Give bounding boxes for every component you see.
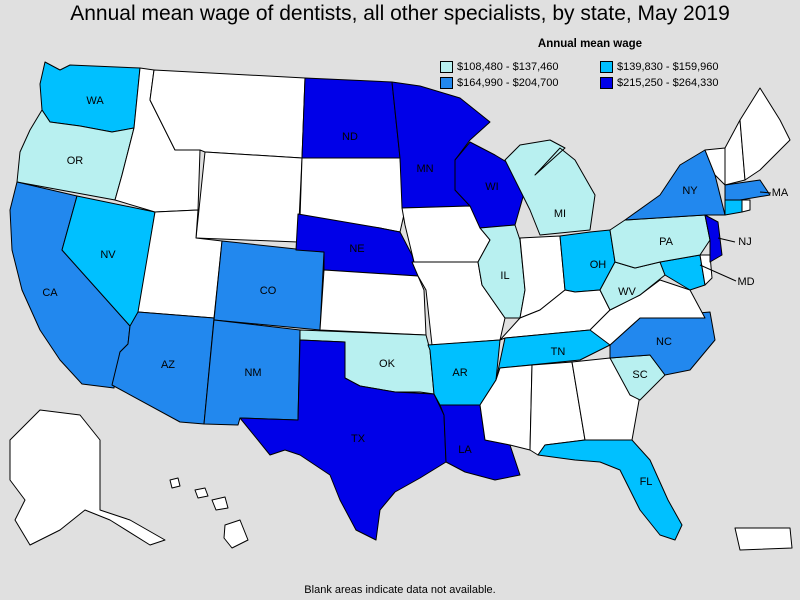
state-fl[interactable] — [537, 439, 683, 541]
label-tn: TN — [551, 346, 566, 358]
legend-swatch — [600, 61, 613, 73]
label-ne: NE — [349, 243, 364, 255]
label-tx: TX — [351, 433, 366, 445]
label-ar: AR — [452, 367, 467, 379]
state-hi[interactable] — [169, 477, 249, 549]
label-ok: OK — [379, 358, 396, 370]
legend-item: $215,250 - $264,330 — [600, 76, 760, 90]
label-nv: NV — [100, 249, 116, 261]
legend-title: Annual mean wage — [537, 38, 643, 50]
legend-range-3: $164,990 - $204,700 — [457, 77, 559, 89]
label-or: OR — [67, 155, 84, 167]
label-mn: MN — [416, 163, 433, 175]
label-la: LA — [458, 444, 472, 456]
state-ma[interactable] — [724, 179, 771, 201]
state-de[interactable] — [699, 254, 713, 286]
state-ri[interactable] — [741, 199, 751, 213]
label-fl: FL — [640, 476, 653, 488]
legend-item: $108,480 - $137,460 — [440, 60, 600, 74]
state-ak[interactable] — [9, 409, 166, 546]
legend-swatch — [600, 77, 613, 89]
label-ca: CA — [42, 287, 58, 299]
state-mt[interactable] — [149, 69, 306, 159]
legend: Annual mean wage $108,480 - $137,460 $13… — [440, 38, 770, 90]
legend-item: $139,830 - $159,960 — [600, 60, 760, 74]
label-wv: WV — [618, 286, 636, 298]
label-mi: MI — [554, 208, 566, 220]
state-tx[interactable] — [239, 339, 447, 541]
state-me[interactable] — [739, 87, 791, 181]
label-nj: NJ — [738, 236, 751, 248]
footnote: Blank areas indicate data not available. — [304, 584, 496, 596]
label-ny: NY — [682, 185, 698, 197]
map-title: Annual mean wage of dentists, all other … — [70, 2, 730, 25]
label-il: IL — [500, 270, 509, 282]
label-co: CO — [260, 285, 277, 297]
legend-swatch — [440, 61, 453, 73]
legend-range-4: $215,250 - $264,330 — [617, 77, 719, 89]
legend-item: $164,990 - $204,700 — [440, 76, 600, 90]
state-ks[interactable] — [319, 269, 427, 336]
state-il[interactable] — [477, 224, 526, 319]
label-wi: WI — [485, 181, 498, 193]
label-wa: WA — [86, 95, 104, 107]
label-az: AZ — [161, 359, 175, 371]
label-sc: SC — [632, 369, 647, 381]
state-ct[interactable] — [724, 199, 743, 216]
legend-range-2: $139,830 - $159,960 — [617, 61, 719, 73]
label-nc: NC — [656, 336, 672, 348]
state-nd[interactable] — [301, 77, 401, 159]
label-oh: OH — [590, 259, 607, 271]
label-ma: MA — [772, 187, 789, 199]
state-mi[interactable] — [504, 139, 596, 236]
state-nj[interactable] — [704, 214, 723, 263]
label-pa: PA — [659, 236, 674, 248]
label-md: MD — [737, 276, 754, 288]
legend-range-1: $108,480 - $137,460 — [457, 61, 559, 73]
label-nd: ND — [342, 131, 358, 143]
legend-swatch — [440, 77, 453, 89]
leader-lines — [699, 191, 772, 282]
label-nm: NM — [244, 367, 261, 379]
state-wy[interactable] — [195, 151, 303, 243]
state-pr[interactable] — [734, 527, 793, 551]
